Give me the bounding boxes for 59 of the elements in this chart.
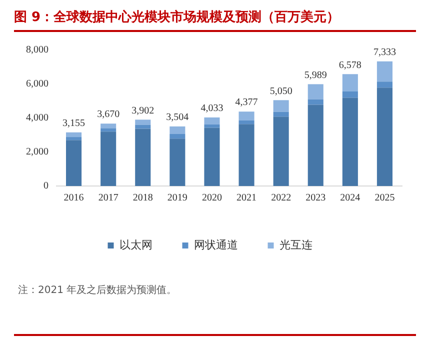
bar [66,132,82,138]
bar [66,137,82,140]
bar [376,88,392,186]
x-tick-label: 2020 [202,192,222,204]
bar [204,117,220,124]
bar [342,98,358,186]
y-tick-label: 6,000 [26,78,48,90]
bar [342,91,358,98]
bar [273,112,289,117]
total-label: 7,333 [373,46,396,58]
total-label: 5,989 [304,70,327,81]
bar [273,116,289,186]
total-label: 3,670 [97,109,120,120]
legend-label: 以太网 [119,238,152,252]
x-tick-label: 2018 [132,192,153,204]
x-tick-label: 2019 [167,192,188,204]
bar [308,84,324,100]
total-label: 3,155 [62,118,86,129]
bar [376,82,392,88]
total-label: 3,902 [132,105,154,116]
bar [170,126,186,134]
y-tick-label: 4,000 [26,112,48,124]
bar [308,104,324,186]
x-tick-label: 2016 [64,192,84,204]
bar [135,120,151,125]
bar [100,132,116,186]
y-tick-label: 8,000 [26,44,48,56]
text: 注：2021 年及之后数据为预测值。 [18,284,177,298]
x-tick-label: 2025 [374,192,395,204]
bar [170,134,186,139]
bar [66,140,82,186]
total-label: 3,504 [166,112,189,124]
bar [204,124,220,128]
chart-title: 图 9：全球数据中心光模块市场规模及预测（百万美元） [14,8,340,26]
legend-label: 网状通道 [194,238,238,252]
bar [135,128,151,186]
bar [273,100,289,112]
x-tick-label: 2017 [98,192,118,204]
bar [342,74,358,92]
bar [170,138,186,186]
total-label: 4,377 [235,97,258,108]
bar [238,120,254,124]
bar [238,124,254,186]
x-tick-label: 2021 [236,192,257,204]
total-label: 4,033 [200,103,224,114]
legend-label: 光互连 [279,238,312,252]
bar [204,128,220,186]
bar [100,128,116,132]
x-tick-label: 2022 [271,192,292,204]
bar [100,124,116,128]
bar [308,99,324,105]
bar [238,112,254,120]
x-tick-label: 2024 [340,192,360,204]
total-label: 6,578 [338,60,362,71]
x-tick-label: 2023 [306,192,326,204]
y-tick-label: 0 [44,180,48,192]
total-label: 5,050 [270,86,292,97]
y-tick-label: 2,000 [26,146,48,158]
bar [376,61,392,82]
